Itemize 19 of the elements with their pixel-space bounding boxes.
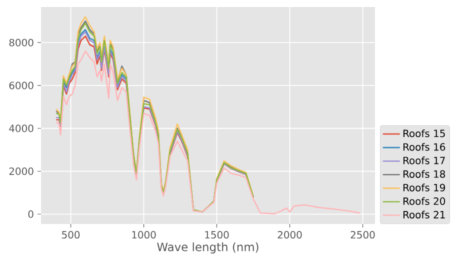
legend-label: Roofs 21 <box>403 210 445 218</box>
y-tick-label: 2000 <box>9 167 34 176</box>
x-axis-title: Wave length (nm) <box>157 242 258 254</box>
x-tick-label: 1000 <box>132 231 156 239</box>
y-tick-label: 4000 <box>9 124 34 132</box>
legend-label: Roofs 20 <box>403 197 446 205</box>
legend-label: Roofs 17 <box>403 156 445 164</box>
line-series <box>56 50 360 214</box>
legend-label: Roofs 15 <box>403 129 445 138</box>
y-tick-label: 8000 <box>9 38 34 46</box>
x-tick-label: 2500 <box>350 231 375 239</box>
y-tick-label: 6000 <box>9 82 34 90</box>
legend-label: Roofs 18 <box>403 170 446 178</box>
x-tick-label: 1500 <box>205 231 229 239</box>
x-tick-label: 500 <box>62 231 80 239</box>
y-tick-label: 0 <box>28 210 34 218</box>
legend-label: Roofs 16 <box>403 143 446 151</box>
legend-label: Roofs 19 <box>403 184 446 192</box>
x-tick-label: 2000 <box>278 231 302 239</box>
